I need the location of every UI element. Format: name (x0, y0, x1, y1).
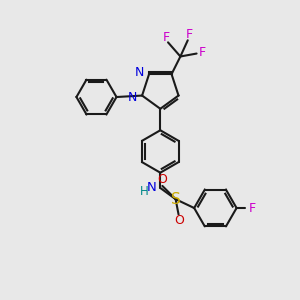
Text: F: F (163, 31, 170, 44)
Text: S: S (171, 192, 181, 207)
Text: N: N (128, 91, 137, 103)
Text: N: N (134, 66, 144, 79)
Text: F: F (199, 46, 206, 59)
Text: F: F (248, 202, 255, 214)
Text: O: O (174, 214, 184, 227)
Text: F: F (186, 28, 193, 41)
Text: O: O (158, 173, 167, 186)
Text: H: H (140, 185, 148, 198)
Text: N: N (147, 182, 157, 194)
